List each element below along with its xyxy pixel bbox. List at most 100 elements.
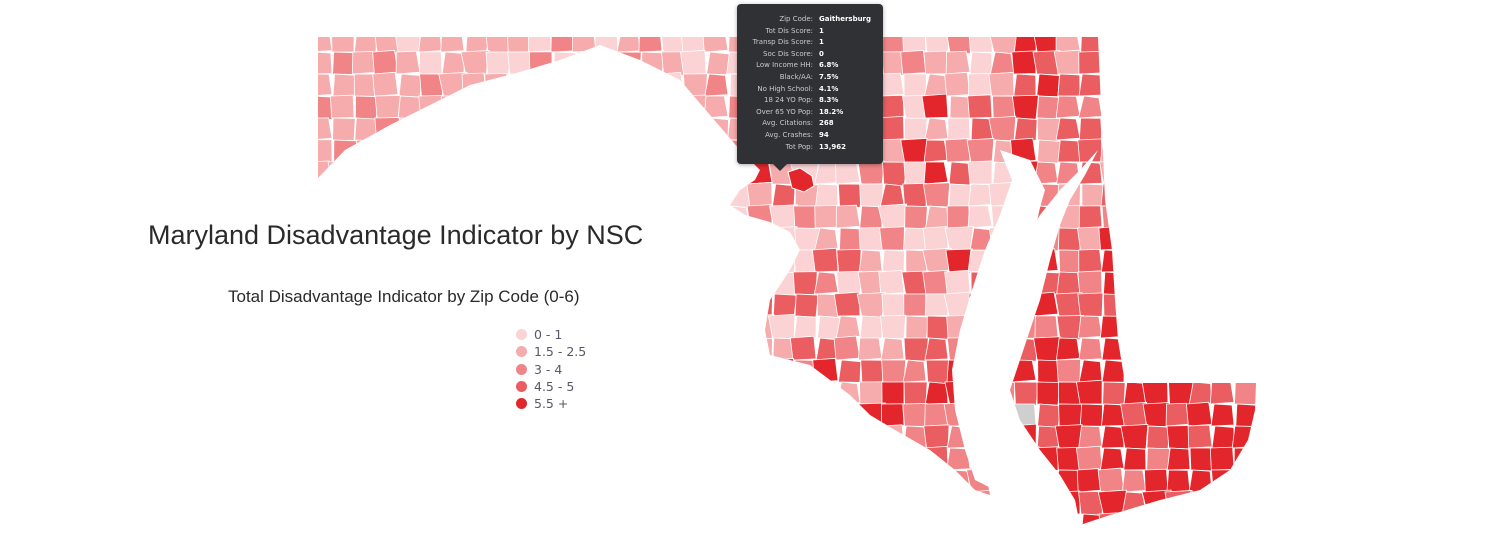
zip-region[interactable] [704, 513, 729, 536]
zip-region[interactable] [1253, 116, 1278, 141]
zip-region[interactable] [570, 138, 597, 163]
zip-region[interactable] [816, 425, 841, 450]
zip-region[interactable] [772, 337, 797, 362]
zip-region[interactable] [770, 381, 795, 405]
zip-region[interactable] [393, 313, 421, 339]
zip-region[interactable] [793, 205, 819, 230]
zip-region[interactable] [570, 424, 597, 449]
zip-region[interactable] [1031, 225, 1061, 252]
zip-region[interactable] [684, 249, 709, 274]
zip-region[interactable] [486, 469, 511, 494]
zip-region[interactable] [859, 381, 883, 405]
zip-region[interactable] [1229, 269, 1258, 296]
zip-region[interactable] [859, 315, 883, 339]
zip-region[interactable] [1075, 445, 1103, 471]
zip-region[interactable] [704, 227, 729, 251]
zip-region[interactable] [1188, 29, 1213, 53]
zip-region[interactable] [573, 491, 597, 515]
zip-region[interactable] [637, 314, 663, 339]
zip-region[interactable] [374, 161, 399, 185]
zip-region[interactable] [1209, 446, 1235, 471]
zip-region[interactable] [525, 71, 553, 97]
zip-region[interactable] [945, 29, 975, 55]
zip-region[interactable] [639, 491, 663, 515]
zip-region[interactable] [1188, 293, 1213, 317]
zip-region[interactable] [881, 293, 907, 318]
zip-region[interactable] [924, 30, 950, 54]
zip-region[interactable] [703, 380, 729, 405]
zip-region[interactable] [394, 247, 421, 273]
zip-region[interactable] [462, 95, 487, 119]
zip-region[interactable] [858, 513, 883, 536]
zip-region[interactable] [525, 159, 553, 185]
zip-region[interactable] [903, 381, 928, 405]
zip-region[interactable] [745, 269, 774, 296]
zip-region[interactable] [1122, 161, 1147, 185]
zip-region[interactable] [660, 446, 687, 472]
zip-region[interactable] [1211, 315, 1236, 339]
zip-region[interactable] [618, 51, 642, 76]
zip-region[interactable] [923, 424, 950, 449]
zip-region[interactable] [1251, 247, 1278, 273]
zip-region[interactable] [704, 469, 729, 493]
zip-region[interactable] [505, 491, 531, 515]
zip-region[interactable] [1211, 337, 1235, 361]
zip-region[interactable] [1168, 337, 1192, 362]
zip-region[interactable] [1078, 425, 1103, 449]
zip-region[interactable] [1100, 30, 1125, 53]
zip-region[interactable] [617, 469, 642, 493]
zip-region[interactable] [900, 49, 927, 75]
zip-region[interactable] [593, 138, 623, 165]
zip-region[interactable] [1233, 95, 1256, 119]
legend-item[interactable]: 4.5 - 5 [516, 378, 586, 395]
zip-region[interactable] [616, 491, 641, 515]
zip-region[interactable] [1234, 293, 1258, 318]
zip-region[interactable] [813, 381, 839, 405]
zip-region[interactable] [1208, 29, 1235, 53]
zip-region[interactable] [419, 161, 446, 186]
zip-region[interactable] [418, 425, 443, 449]
zip-region[interactable] [968, 29, 994, 53]
zip-region[interactable] [486, 249, 513, 275]
zip-region[interactable] [593, 51, 619, 75]
zip-region[interactable] [332, 513, 358, 536]
zip-region[interactable] [813, 271, 839, 295]
zip-region[interactable] [528, 139, 553, 163]
zip-region[interactable] [639, 337, 663, 361]
zip-region[interactable] [327, 159, 355, 185]
zip-region[interactable] [749, 337, 773, 361]
zip-region[interactable] [729, 447, 754, 473]
zip-region[interactable] [706, 425, 731, 450]
zip-region[interactable] [528, 490, 553, 515]
zip-region[interactable] [944, 269, 971, 295]
zip-region[interactable] [1055, 117, 1081, 141]
zip-region[interactable] [462, 183, 487, 207]
zip-region[interactable] [1189, 513, 1213, 536]
zip-region[interactable] [594, 183, 619, 207]
zip-region[interactable] [1254, 469, 1278, 493]
zip-region[interactable] [1144, 359, 1169, 383]
zip-region[interactable] [795, 381, 820, 406]
zip-region[interactable] [505, 138, 531, 163]
zip-region[interactable] [1036, 271, 1061, 296]
zip-region[interactable] [921, 93, 949, 119]
zip-region[interactable] [905, 315, 931, 341]
zip-region[interactable] [418, 30, 443, 53]
zip-region[interactable] [1077, 270, 1103, 295]
zip-region[interactable] [1254, 271, 1278, 295]
zip-region[interactable] [592, 358, 622, 385]
zip-region[interactable] [1121, 469, 1147, 493]
zip-region[interactable] [1078, 50, 1103, 75]
zip-region[interactable] [396, 161, 423, 186]
zip-region[interactable] [1212, 51, 1237, 76]
zip-region[interactable] [616, 336, 643, 362]
zip-region[interactable] [437, 313, 468, 340]
zip-region[interactable] [903, 337, 929, 362]
zip-region[interactable] [1056, 513, 1081, 536]
zip-region[interactable] [1167, 315, 1191, 339]
zip-region[interactable] [791, 447, 817, 471]
zip-region[interactable] [989, 51, 1015, 75]
zip-region[interactable] [373, 315, 399, 339]
zip-region[interactable] [638, 425, 665, 450]
zip-region[interactable] [1188, 183, 1213, 207]
